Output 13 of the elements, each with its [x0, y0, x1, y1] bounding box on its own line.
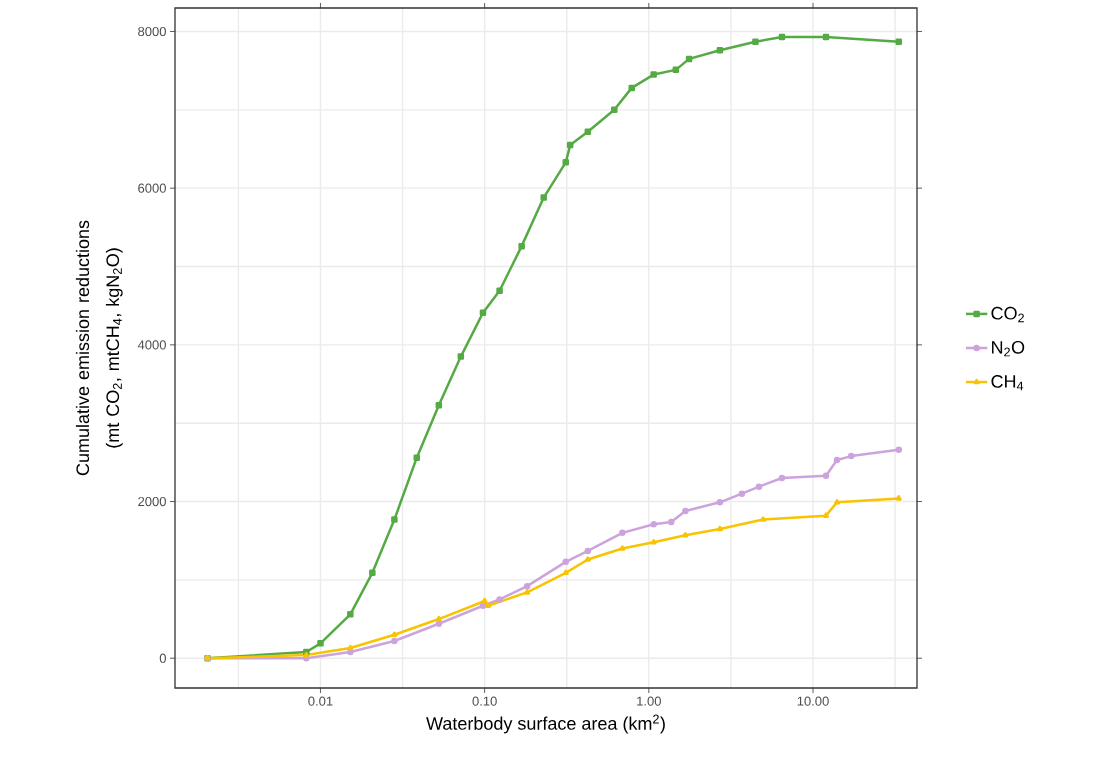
legend-label: CH$_{4}$ [991, 375, 1024, 391]
y-tick-label: 2000 [138, 496, 166, 507]
y-tick-label: 0 [159, 653, 166, 663]
legend-label: CO$_{2}$ [991, 306, 1024, 323]
y-tick-label: 6000 [138, 183, 166, 193]
y-tick-label: 8000 [138, 26, 166, 37]
x-tick-label: 0.01 [308, 696, 333, 706]
x-tick-label: 1.00 [637, 696, 661, 706]
x-tick-label: 0.10 [472, 696, 497, 706]
x-tick-label: 10.00 [797, 696, 829, 706]
x-axis-title: Waterbody surface area (km$^{2}$) [426, 714, 665, 734]
y-tick-label: 4000 [137, 340, 166, 350]
legend-label: N$_{2}$O [992, 340, 1025, 357]
